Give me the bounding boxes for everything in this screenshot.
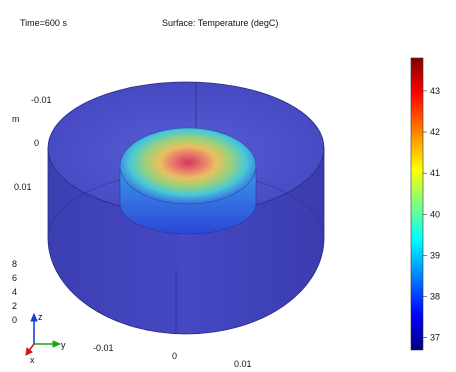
y-axis-arrow (52, 340, 62, 348)
temperature-color-legend: 43 42 41 40 39 38 37 (410, 57, 440, 351)
colorbar-tick-label: 43 (430, 86, 440, 96)
plot-title: Surface: Temperature (degC) (162, 18, 279, 28)
z-axis-label: z (38, 312, 43, 322)
colorbar-tick-label: 40 (430, 209, 440, 219)
x-axis-arrow (25, 347, 33, 356)
y-tick-label: 0.01 (14, 182, 32, 192)
z-tick-label: 2 (12, 301, 18, 311)
axis-triad-icon: z y x (25, 312, 66, 365)
color-bar (410, 57, 424, 351)
inner-cylinder-top (119, 127, 257, 205)
colorbar-tick-label: 38 (430, 292, 440, 302)
x-tick-label: 0.01 (234, 359, 252, 369)
colorbar-tick-label: 39 (430, 250, 440, 260)
z-tick-label: 8 (12, 259, 18, 269)
z-tick-label: 0 (12, 315, 18, 325)
axis-unit-label: m (12, 114, 20, 124)
z-tick-label: 4 (12, 287, 18, 297)
x-tick-label: -0.01 (93, 343, 114, 353)
time-label: Time=600 s (20, 18, 67, 28)
x-tick-label: 0 (172, 351, 178, 361)
colorbar-tick-label: 37 (430, 333, 440, 343)
colorbar-tick-label: 41 (430, 168, 440, 178)
x-axis-label: x (30, 355, 35, 365)
y-axis-label: y (61, 340, 66, 350)
y-tick-label: -0.01 (31, 95, 52, 105)
colorbar-tick-label: 42 (430, 127, 440, 137)
z-tick-label: 6 (12, 273, 18, 283)
y-tick-label: 0 (34, 138, 40, 148)
z-axis-arrow (30, 312, 38, 322)
